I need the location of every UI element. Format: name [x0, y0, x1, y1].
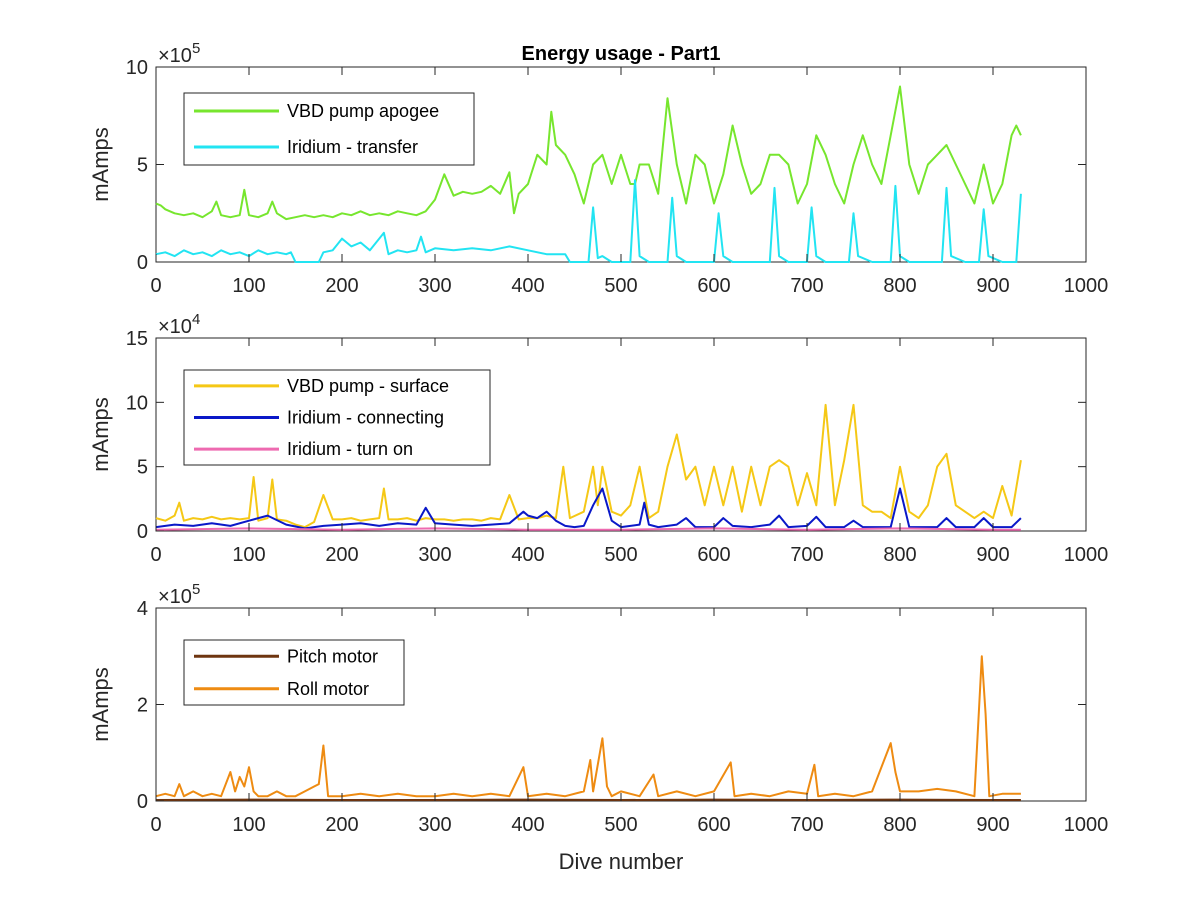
x-tick-label: 800 [883, 814, 916, 836]
legend-box [183, 639, 405, 706]
legend-label: Pitch motor [287, 646, 378, 666]
x-tick-label: 200 [325, 814, 358, 836]
x-tick-label: 300 [418, 275, 451, 297]
x-tick-label: 900 [976, 544, 1009, 566]
x-tick-label: 1000 [1064, 814, 1109, 836]
x-tick-label: 900 [976, 275, 1009, 297]
x-tick-label: 700 [790, 275, 823, 297]
y-tick-label: 10 [126, 392, 148, 414]
x-tick-label: 200 [325, 275, 358, 297]
x-tick-label: 600 [697, 814, 730, 836]
y-tick-label: 0 [137, 252, 148, 274]
legend: VBD pump - surface Iridium - connecting Ir… [183, 369, 491, 466]
x-tick-label: 800 [883, 544, 916, 566]
legend-label: VBD pump apogee [287, 101, 439, 121]
x-tick-label: 100 [232, 275, 265, 297]
legend: Pitch motor Roll motor [183, 639, 405, 706]
x-tick-label: 500 [604, 275, 637, 297]
legend-box [183, 92, 475, 166]
legend-label: Iridium - connecting [287, 408, 444, 428]
x-tick-label: 900 [976, 814, 1009, 836]
x-tick-label: 500 [604, 814, 637, 836]
x-tick-label: 400 [511, 544, 544, 566]
y-exponent-power: 4 [192, 311, 200, 328]
x-tick-label: 700 [790, 544, 823, 566]
chart-panels: 0 100 200 300 400 500 600 700 800 900 10000510×105… [88, 40, 1108, 874]
chart-panel-1: 0 100 200 300 400 500 600 700 800 900 10000510×105… [88, 40, 1108, 297]
y-tick-label: 10 [126, 57, 148, 79]
series-line-1 [155, 403, 1022, 529]
x-tick-label: 800 [883, 275, 916, 297]
y-tick-label: 0 [137, 791, 148, 813]
x-tick-label: 600 [697, 275, 730, 297]
y-tick-label: 4 [137, 598, 148, 620]
legend-label: Iridium - transfer [287, 137, 418, 157]
x-tick-label: 500 [604, 544, 637, 566]
x-tick-label: 400 [511, 814, 544, 836]
x-tick-label: 100 [232, 814, 265, 836]
x-tick-label: 200 [325, 544, 358, 566]
x-tick-label: 600 [697, 544, 730, 566]
y-axis-label: mAmps [88, 397, 113, 472]
x-tick-label: 1000 [1064, 275, 1109, 297]
series-line-1 [155, 85, 1022, 221]
y-tick-label: 15 [126, 328, 148, 350]
x-tick-label: 400 [511, 275, 544, 297]
x-tick-label: 300 [418, 544, 451, 566]
y-exponent-power: 5 [192, 40, 200, 57]
x-tick-label: 300 [418, 814, 451, 836]
y-axis-label: mAmps [88, 667, 113, 742]
series-line-2 [155, 179, 1022, 263]
chart-panel-3: 0 100 200 300 400 500 600 700 800 900 1000024×105m… [88, 581, 1108, 874]
chart-panel-2: 0 100 200 300 400 500 600 700 800 900 1000051015×1… [88, 311, 1108, 566]
chart-title: Energy usage - Part1 [522, 43, 721, 65]
legend-label: VBD pump - surface [287, 376, 449, 396]
x-tick-label: 0 [150, 544, 161, 566]
x-axis-label: Dive number [559, 849, 684, 874]
x-tick-label: 0 [150, 814, 161, 836]
y-tick-label: 2 [137, 695, 148, 717]
y-exponent-power: 5 [192, 581, 200, 598]
x-tick-label: 100 [232, 544, 265, 566]
series-line-2 [155, 655, 1021, 798]
x-tick-label: 0 [150, 275, 161, 297]
legend-label: Iridium - turn on [287, 439, 413, 459]
series-line-2 [155, 487, 1022, 530]
legend: VBD pump apogee Iridium - transfer [183, 92, 475, 166]
x-tick-label: 700 [790, 814, 823, 836]
y-axis-label: mAmps [88, 127, 113, 202]
y-tick-label: 5 [137, 155, 148, 177]
y-tick-label: 5 [137, 457, 148, 479]
x-tick-label: 1000 [1064, 544, 1109, 566]
legend-label: Roll motor [287, 679, 369, 699]
y-tick-label: 0 [137, 521, 148, 543]
